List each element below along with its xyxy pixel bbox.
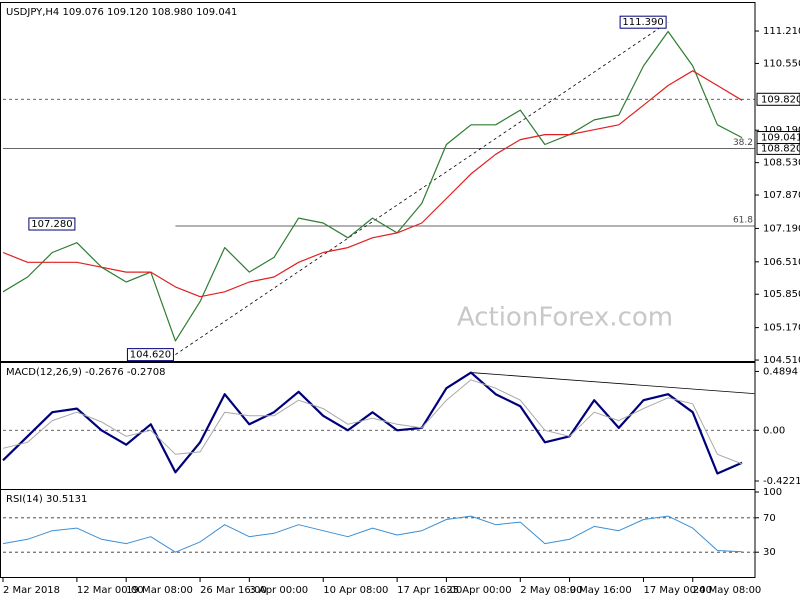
series-line	[2, 515, 743, 553]
y-tick-label: 0.00	[763, 425, 785, 436]
level-box	[756, 92, 800, 106]
annotation-label: 111.390	[622, 17, 663, 28]
x-tick-label: 26 Mar 16:00	[200, 585, 267, 596]
annotation-box	[619, 15, 667, 29]
trend-line	[471, 372, 755, 395]
x-tick-label: 19 Mar 08:00	[126, 585, 193, 596]
y-tick-label: 110.550	[763, 58, 800, 69]
series-line	[2, 30, 743, 342]
y-tick-label: 108.530	[763, 158, 800, 169]
x-tick-label: 3 Apr 00:00	[249, 585, 308, 596]
fib-label: 38.2	[733, 138, 753, 148]
x-tick-label: 17 Apr 16:00	[397, 585, 462, 596]
annotation-box	[126, 348, 174, 362]
level-label: 108.820	[761, 143, 800, 154]
fib-label: 61.8	[733, 215, 753, 225]
y-tick-label: 30	[763, 547, 776, 558]
annotation-label: 104.620	[130, 350, 171, 361]
last-price-label: 109.041	[761, 133, 800, 144]
y-tick-label: 107.190	[763, 223, 800, 234]
panel-title: RSI(14) 30.5131	[6, 494, 87, 505]
y-tick-label: 106.510	[763, 257, 800, 268]
y-tick-label: 109.190	[763, 125, 800, 136]
y-tick-label: 0.4894	[763, 366, 798, 377]
y-tick-label: 104.510	[763, 355, 800, 366]
x-tick-label: 24 May 08:00	[693, 585, 762, 596]
y-tick-label: 70	[763, 513, 776, 524]
y-tick-label: 107.870	[763, 190, 800, 201]
level-label: 109.820	[761, 94, 800, 105]
watermark: ActionForex.com	[457, 303, 673, 333]
x-tick-label: 2 Mar 2018	[3, 585, 60, 596]
x-tick-label: 9 May 16:00	[570, 585, 632, 596]
series-line	[2, 379, 743, 465]
x-tick-label: 17 May 00:00	[643, 585, 712, 596]
x-tick-label: 12 Mar 00:00	[77, 585, 144, 596]
panel-title: MACD(12,26,9) -0.2676 -0.2708	[6, 367, 166, 378]
x-tick-label: 10 Apr 08:00	[323, 585, 388, 596]
y-tick-label: -0.4221	[763, 476, 800, 487]
x-tick-label: 25 Apr 00:00	[446, 585, 511, 596]
y-tick-label: 111.210	[763, 26, 800, 37]
last-price-box	[756, 131, 800, 145]
annotation-label: 107.280	[31, 219, 72, 230]
panel-frame	[0, 2, 756, 362]
x-tick-label: 2 May 08:00	[520, 585, 582, 596]
panel-frame	[0, 489, 756, 578]
y-tick-label: 105.170	[763, 323, 800, 334]
series-line	[2, 371, 743, 475]
y-tick-label: 100	[763, 487, 782, 498]
annotation-box	[28, 217, 76, 231]
series-line	[2, 70, 743, 298]
panel-title: USDJPY,H4 109.076 109.120 108.980 109.04…	[6, 7, 237, 18]
y-tick-label: 105.850	[763, 289, 800, 300]
